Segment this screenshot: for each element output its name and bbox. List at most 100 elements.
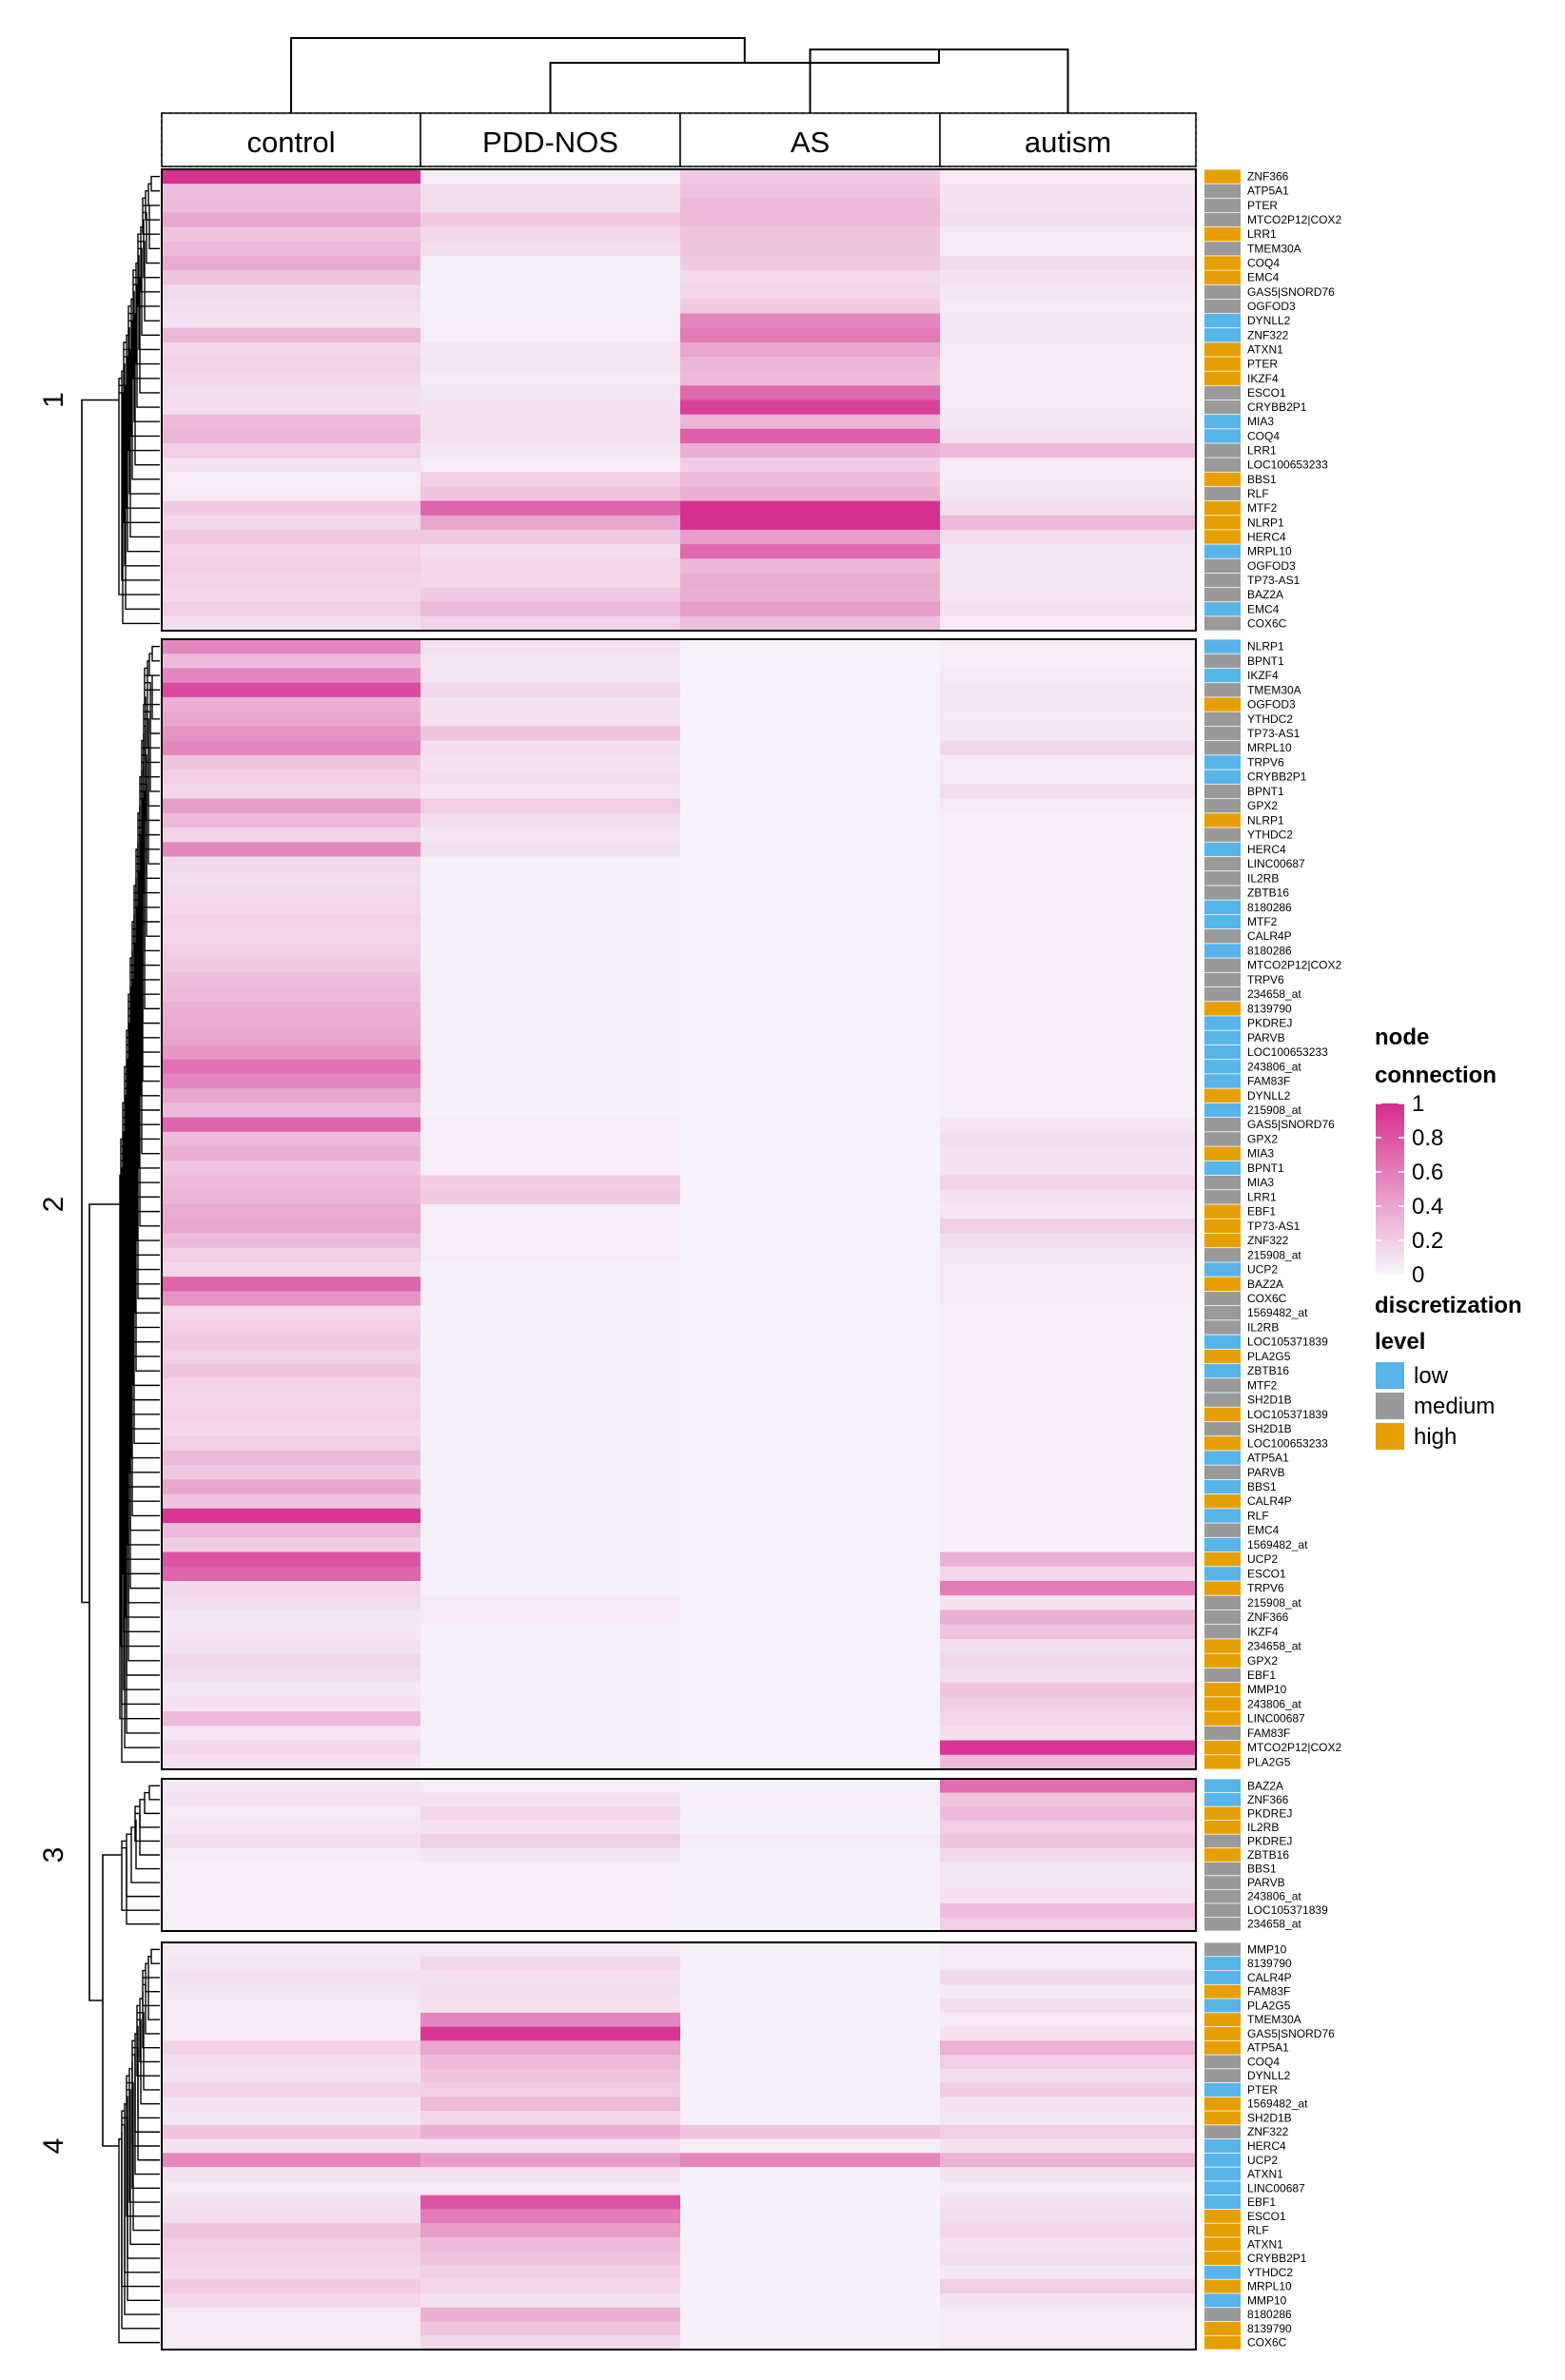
row-label: CRYBB2P1 bbox=[1247, 2252, 1307, 2265]
cell-4-6-PDD-NOS bbox=[421, 2026, 680, 2041]
row-dendro-branch bbox=[119, 1174, 160, 1720]
row-label: ZNF366 bbox=[1247, 1610, 1289, 1624]
discretization-cell bbox=[1204, 184, 1241, 198]
cell-2-59-PDD-NOS bbox=[421, 1493, 680, 1510]
discretization-cell bbox=[1204, 1821, 1241, 1834]
cell-4-8-autism bbox=[940, 2055, 1196, 2070]
discretization-cell bbox=[1204, 1175, 1241, 1190]
cell-4-21-AS bbox=[680, 2236, 940, 2253]
discretization-cell bbox=[1204, 2111, 1241, 2125]
scale-tick-label: 1 bbox=[1412, 1091, 1424, 1117]
cell-2-64-PDD-NOS bbox=[421, 1566, 680, 1582]
discretization-cell bbox=[1204, 958, 1241, 972]
cell-2-68-AS bbox=[680, 1624, 940, 1640]
row-dendro-branch bbox=[133, 276, 160, 394]
cell-2-29-PDD-NOS bbox=[421, 1059, 680, 1075]
cell-2-75-AS bbox=[680, 1726, 940, 1742]
row-label: ZNF366 bbox=[1247, 1793, 1289, 1806]
discretization-cell bbox=[1204, 242, 1241, 256]
row-label: EBF1 bbox=[1247, 1205, 1276, 1219]
discretization-cell bbox=[1204, 972, 1241, 987]
discretization-cell bbox=[1204, 1806, 1241, 1821]
cell-2-53-control bbox=[162, 1407, 421, 1423]
cell-1-1-autism bbox=[940, 184, 1196, 199]
cell-3-1-AS bbox=[680, 1792, 940, 1807]
cell-2-65-PDD-NOS bbox=[421, 1581, 680, 1596]
cell-2-45-autism bbox=[940, 1291, 1196, 1307]
row-label: SH2D1B bbox=[1247, 1422, 1292, 1435]
discretization-cell bbox=[1204, 2223, 1241, 2237]
discretization-cell bbox=[1204, 1219, 1241, 1234]
cell-4-24-autism bbox=[940, 2279, 1196, 2294]
cell-1-14-AS bbox=[680, 371, 940, 386]
cell-2-34-autism bbox=[940, 1131, 1196, 1147]
row-label: PKDREJ bbox=[1247, 1806, 1292, 1820]
row-dendro-branch bbox=[127, 1051, 160, 1473]
row-dendro-branch bbox=[150, 175, 160, 192]
row-label: 243806_at bbox=[1247, 1697, 1301, 1710]
cell-2-62-autism bbox=[940, 1537, 1196, 1553]
row-dendro-branch bbox=[136, 855, 160, 1083]
discretization-cell bbox=[1204, 443, 1241, 458]
cell-3-6-autism bbox=[940, 1862, 1196, 1877]
row-label: FAM83F bbox=[1247, 1985, 1290, 1999]
cell-2-56-autism bbox=[940, 1450, 1196, 1466]
row-label: EBF1 bbox=[1247, 2195, 1276, 2209]
cell-2-5-control bbox=[162, 712, 421, 727]
cell-3-0-AS bbox=[680, 1779, 940, 1794]
discretization-cell bbox=[1204, 798, 1241, 813]
row-label: TRPV6 bbox=[1247, 973, 1284, 986]
cell-1-30-autism bbox=[940, 601, 1196, 617]
row-dendro-branch bbox=[140, 783, 160, 937]
cell-4-18-control bbox=[162, 2195, 421, 2211]
cell-2-75-PDD-NOS bbox=[421, 1726, 680, 1742]
row-label: BAZ2A bbox=[1247, 1278, 1283, 1291]
row-label: PTER bbox=[1247, 358, 1278, 371]
cell-2-73-PDD-NOS bbox=[421, 1696, 680, 1712]
cell-3-3-PDD-NOS bbox=[421, 1820, 680, 1835]
cell-2-65-control bbox=[162, 1581, 421, 1596]
cell-2-26-control bbox=[162, 1016, 421, 1031]
row-label: ATXN1 bbox=[1247, 2237, 1283, 2251]
cell-4-10-PDD-NOS bbox=[421, 2082, 680, 2097]
cell-4-9-control bbox=[162, 2068, 421, 2084]
row-label: IL2RB bbox=[1247, 871, 1279, 885]
cell-1-2-AS bbox=[680, 198, 940, 214]
cell-3-0-autism bbox=[940, 1779, 1196, 1794]
row-label: PLA2G5 bbox=[1247, 1350, 1291, 1363]
row-dendro-branch bbox=[142, 197, 160, 235]
cell-2-7-control bbox=[162, 740, 421, 756]
cell-4-28-AS bbox=[680, 2335, 940, 2351]
discretization-cell bbox=[1204, 1262, 1241, 1277]
cell-2-54-AS bbox=[680, 1421, 940, 1437]
cell-3-9-AS bbox=[680, 1902, 940, 1919]
cell-1-22-AS bbox=[680, 486, 940, 502]
row-dendro-branch bbox=[126, 334, 160, 509]
legend-swatch-high bbox=[1376, 1423, 1404, 1450]
discretization-cell bbox=[1204, 284, 1241, 300]
cell-1-1-control bbox=[162, 184, 421, 199]
cell-1-24-autism bbox=[940, 515, 1196, 531]
cell-4-14-AS bbox=[680, 2138, 940, 2154]
cell-1-17-control bbox=[162, 414, 421, 430]
cell-4-0-AS bbox=[680, 1942, 940, 1958]
cell-2-42-control bbox=[162, 1247, 421, 1263]
cell-2-41-PDD-NOS bbox=[421, 1233, 680, 1249]
row-label: 8139790 bbox=[1247, 1957, 1292, 1970]
cell-1-9-AS bbox=[680, 299, 940, 315]
row-label: PLA2G5 bbox=[1247, 1755, 1291, 1768]
row-label: TRPV6 bbox=[1247, 755, 1284, 769]
cell-2-66-autism bbox=[940, 1595, 1196, 1611]
row-label: BBS1 bbox=[1247, 473, 1277, 486]
cell-2-74-control bbox=[162, 1711, 421, 1726]
row-label: TMEM30A bbox=[1247, 242, 1301, 255]
cell-2-34-PDD-NOS bbox=[421, 1131, 680, 1147]
cell-2-75-autism bbox=[940, 1726, 1196, 1742]
discretization-cell bbox=[1204, 2321, 1241, 2335]
cell-2-51-control bbox=[162, 1377, 421, 1394]
cell-2-42-PDD-NOS bbox=[421, 1247, 680, 1263]
cell-2-63-AS bbox=[680, 1551, 940, 1568]
row-label: PARVB bbox=[1247, 1031, 1285, 1044]
cell-3-9-autism bbox=[940, 1902, 1196, 1919]
